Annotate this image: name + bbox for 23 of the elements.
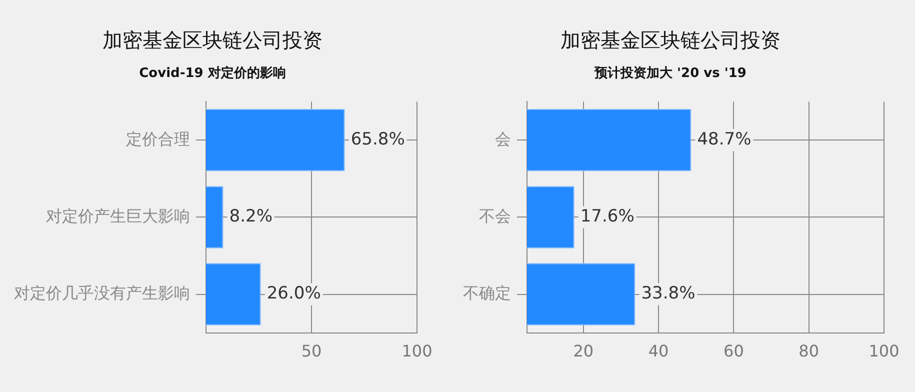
x-tick-label: 60 [724,342,744,361]
x-tick-label: 50 [301,342,322,361]
y-tick-label: 对定价产生巨大影响 [46,206,190,226]
y-tick-label: 不会 [479,206,511,226]
data-label: 48.7% [697,130,752,150]
data-label: 33.8% [641,284,696,304]
y-tick-label: 会 [495,129,511,148]
x-tick-label: 100 [868,342,900,361]
data-label: 8.2% [229,206,273,227]
y-tick-label: 不确定 [463,283,511,302]
x-tick-label: 100 [402,342,432,361]
chart-subtitle: 预计投资加大 '20 vs '19 [594,66,746,82]
chart-title: 加密基金区块链公司投资 [560,28,780,52]
y-tick-label: 定价合理 [126,129,190,148]
data-label: 17.6% [580,206,634,227]
y-tick-label: 对定价几乎没有产生影响 [14,283,190,302]
x-tick-label: 20 [573,342,594,361]
x-tick-label: 80 [798,342,820,361]
data-label: 65.8% [350,130,405,150]
x-tick-label: 40 [648,342,669,361]
data-label: 26.0% [266,284,321,304]
chart-title: 加密基金区块链公司投资 [102,28,322,52]
chart-subtitle: Covid-19 对定价的影响 [139,65,286,82]
